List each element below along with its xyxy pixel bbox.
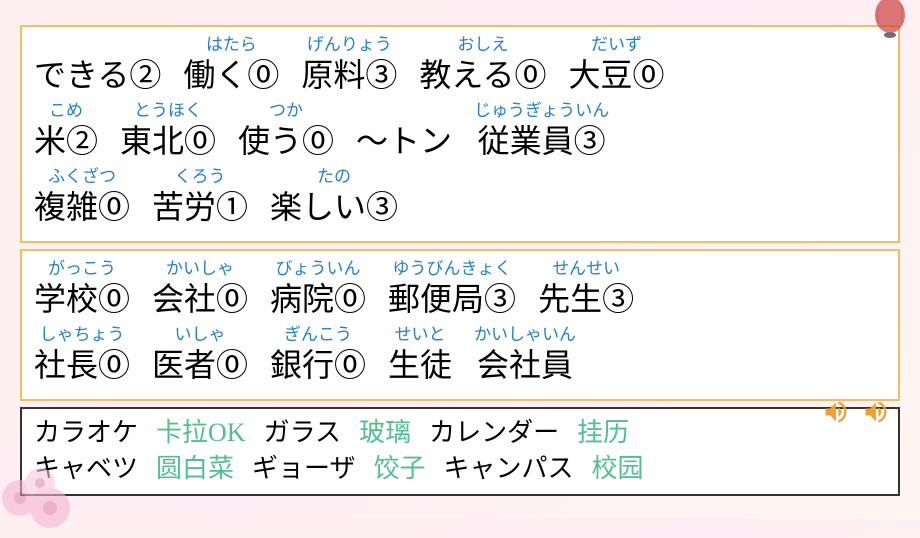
kanji-text: 米② (34, 121, 98, 163)
ruby-text: おしえ (457, 35, 508, 55)
kanji-text: 先生③ (538, 279, 634, 321)
kanji-text: 楽しい③ (270, 187, 398, 229)
vocab-word: くろう苦労① (152, 167, 248, 229)
vocab-word: いしゃ医者⓪ (152, 325, 248, 387)
vocab-word: ぎんこう銀行⓪ (270, 325, 366, 387)
vocab-word: しゃちょう社長⓪ (34, 325, 130, 387)
kanji-text: 生徒 (388, 345, 452, 387)
translation-text: 饺子 (374, 451, 426, 487)
kanji-text: 銀行⓪ (270, 345, 366, 387)
katakana-text: キャンパス (444, 451, 574, 487)
ruby-text: つか (269, 101, 303, 121)
ruby-text: びょういん (276, 259, 361, 279)
vocabulary-box-2: がっこう学校⓪ かいしゃ会社⓪ びょういん病院⓪ ゆうびんきょく郵便局③ せんせ… (20, 249, 900, 401)
ruby-text: いしゃ (175, 325, 226, 345)
ruby-text: しゃちょう (40, 325, 125, 345)
vocab-row: できる② はたら働く⓪ げんりょう原料③ おしえ教える⓪ だいず大豆⓪ (34, 35, 886, 97)
kanji-text: 郵便局③ (388, 279, 516, 321)
speaker-icon[interactable] (822, 398, 850, 433)
kanji-text: 従業員③ (478, 121, 606, 163)
vocab-word: とうほく東北⓪ (120, 101, 216, 163)
translation-text: 玻璃 (359, 415, 411, 451)
ruby-text: ぎんこう (284, 325, 352, 345)
translation-text: 卡拉OK (156, 415, 246, 451)
kanji-text: 働く⓪ (183, 55, 279, 97)
ruby-text: ふくざつ (48, 167, 116, 187)
katakana-text: ガラス (264, 415, 341, 451)
ruby-text: とうほく (134, 101, 202, 121)
lantern-decoration-icon (870, 0, 910, 40)
vocab-word: じゅうぎょういん従業員③ (474, 101, 609, 163)
ruby-text: かいしゃ (166, 259, 234, 279)
ruby-text: ゆうびんきょく (393, 259, 512, 279)
translation-text: 圆白菜 (156, 451, 234, 487)
kanji-text: ～トン (356, 121, 452, 163)
vocab-row: がっこう学校⓪ かいしゃ会社⓪ びょういん病院⓪ ゆうびんきょく郵便局③ せんせ… (34, 259, 886, 321)
vocab-word: だいず大豆⓪ (568, 35, 664, 97)
kanji-text: 苦労① (152, 187, 248, 229)
vocab-row: こめ米② とうほく東北⓪ つか使う⓪ ～トン じゅうぎょういん従業員③ (34, 101, 886, 163)
kanji-text: 教える⓪ (419, 55, 546, 97)
ruby-text: じゅうぎょういん (474, 101, 609, 121)
katakana-text: ギョーザ (252, 451, 355, 487)
vocab-row: しゃちょう社長⓪ いしゃ医者⓪ ぎんこう銀行⓪ せいと生徒 かいしゃいん会社員 (34, 325, 886, 387)
ruby-text: こめ (49, 101, 83, 121)
vocab-word: はたら働く⓪ (183, 35, 279, 97)
vocab-word: びょういん病院⓪ (270, 259, 366, 321)
kanji-text: 使う⓪ (238, 121, 334, 163)
vocab-word: できる② (34, 55, 161, 97)
katakana-text: カレンダー (429, 415, 559, 451)
vocab-row: ふくざつ複雑⓪ くろう苦労① たの楽しい③ (34, 167, 886, 229)
vocab-word: こめ米② (34, 101, 98, 163)
kanji-text: 東北⓪ (120, 121, 216, 163)
ruby-text: かいしゃいん (474, 325, 576, 345)
translation-text: 校园 (592, 451, 644, 487)
loanword-box: カラオケ 卡拉OK ガラス 玻璃 カレンダー 挂历 キャベツ 圆白菜 ギョーザ … (20, 407, 900, 496)
kanji-text: 病院⓪ (270, 279, 366, 321)
kanji-text: 原料③ (301, 55, 397, 97)
ruby-text: げんりょう (307, 35, 392, 55)
vocab-word: かいしゃいん会社員 (474, 325, 576, 387)
vocab-word: ～トン (356, 121, 452, 163)
ruby-text: はたら (206, 35, 257, 55)
vocab-word: せんせい先生③ (538, 259, 634, 321)
kanji-text: 会社⓪ (152, 279, 248, 321)
kanji-text: 学校⓪ (34, 279, 130, 321)
ruby-text: たの (317, 167, 351, 187)
vocab-word: せいと生徒 (388, 325, 452, 387)
vocab-word: つか使う⓪ (238, 101, 334, 163)
vocab-word: げんりょう原料③ (301, 35, 397, 97)
vocabulary-box-1: できる② はたら働く⓪ げんりょう原料③ おしえ教える⓪ だいず大豆⓪ こめ米②… (20, 25, 900, 243)
ruby-text: がっこう (48, 259, 116, 279)
flower-decoration-icon (0, 438, 90, 538)
translation-text: 挂历 (577, 415, 629, 451)
ruby-text: せいと (395, 325, 446, 345)
vocab-word: かいしゃ会社⓪ (152, 259, 248, 321)
kanji-text: 大豆⓪ (568, 55, 664, 97)
ruby-text: せんせい (552, 259, 620, 279)
loanword-row: カラオケ 卡拉OK ガラス 玻璃 カレンダー 挂历 (34, 415, 886, 451)
kanji-text: 医者⓪ (152, 345, 248, 387)
kanji-text: 社長⓪ (34, 345, 130, 387)
loanword-row: キャベツ 圆白菜 ギョーザ 饺子 キャンパス 校园 (34, 451, 886, 487)
vocab-word: ふくざつ複雑⓪ (34, 167, 130, 229)
kanji-text: できる② (34, 55, 161, 97)
vocab-word: ゆうびんきょく郵便局③ (388, 259, 516, 321)
vocab-word: おしえ教える⓪ (419, 35, 546, 97)
kanji-text: 会社員 (477, 345, 573, 387)
vocab-word: たの楽しい③ (270, 167, 398, 229)
kanji-text: 複雑⓪ (34, 187, 130, 229)
ruby-text: だいず (591, 35, 642, 55)
speaker-icon[interactable] (862, 398, 890, 433)
ruby-text: くろう (175, 167, 226, 187)
vocab-word: がっこう学校⓪ (34, 259, 130, 321)
